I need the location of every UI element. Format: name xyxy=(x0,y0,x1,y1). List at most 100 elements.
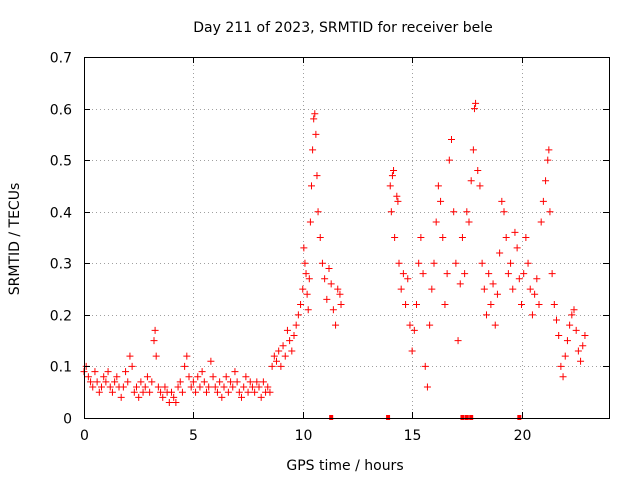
data-point xyxy=(410,326,418,334)
data-point xyxy=(325,264,333,272)
data-point xyxy=(394,197,402,205)
data-point xyxy=(318,259,326,267)
data-point xyxy=(111,378,119,386)
data-point xyxy=(176,378,184,386)
data-point xyxy=(448,136,455,144)
data-point xyxy=(393,192,401,200)
data-point xyxy=(321,275,329,283)
x-tick-labels: 0 5 10 15 20 xyxy=(80,428,531,444)
data-point xyxy=(218,393,226,401)
data-point xyxy=(154,383,162,391)
data-point xyxy=(148,378,156,386)
data-point xyxy=(98,383,105,391)
data-point xyxy=(458,234,466,241)
data-point xyxy=(251,388,259,396)
data-point xyxy=(209,373,217,381)
x-tick-label: 5 xyxy=(189,428,198,444)
chart-title: Day 211 of 2023, SRMTID for receiver bel… xyxy=(193,20,492,36)
data-point xyxy=(300,244,308,252)
y-tick-label: 0 xyxy=(63,412,72,428)
data-point xyxy=(139,388,147,396)
data-point xyxy=(211,383,219,391)
data-point xyxy=(205,383,213,391)
data-point xyxy=(568,311,576,319)
data-point xyxy=(143,373,151,381)
data-point xyxy=(181,362,189,370)
data-point xyxy=(302,270,310,278)
data-point xyxy=(443,270,451,278)
data-point xyxy=(128,362,136,370)
zero-marker xyxy=(517,415,522,420)
data-point xyxy=(213,388,221,396)
data-point xyxy=(292,321,300,329)
data-point xyxy=(472,99,480,107)
data-point xyxy=(308,182,315,190)
data-point xyxy=(124,378,132,386)
data-point xyxy=(305,275,313,283)
data-point xyxy=(253,378,261,386)
axis-ticks xyxy=(84,57,609,419)
data-point xyxy=(498,197,506,205)
data-point xyxy=(581,331,589,339)
data-point xyxy=(391,234,399,241)
data-point xyxy=(537,218,545,226)
data-point xyxy=(550,301,558,309)
data-point xyxy=(555,331,563,339)
data-point xyxy=(259,378,267,386)
data-point xyxy=(170,393,178,401)
data-point xyxy=(574,347,582,355)
data-point xyxy=(334,285,342,293)
data-point xyxy=(432,218,440,226)
data-point xyxy=(553,316,560,324)
data-point xyxy=(286,337,294,345)
data-point xyxy=(312,130,320,138)
data-point xyxy=(301,259,309,267)
data-point xyxy=(152,352,160,360)
data-point xyxy=(577,357,585,365)
data-point xyxy=(240,383,248,391)
data-point xyxy=(395,259,403,267)
data-point xyxy=(203,388,210,396)
data-point xyxy=(246,378,254,386)
data-point xyxy=(196,383,204,391)
data-point xyxy=(316,234,324,241)
data-point xyxy=(135,393,143,401)
data-point xyxy=(423,383,431,391)
data-point xyxy=(336,290,344,298)
data-point xyxy=(299,285,307,293)
data-point xyxy=(456,280,464,288)
data-point xyxy=(450,208,458,216)
y-tick-label: 0.7 xyxy=(50,51,72,67)
data-point xyxy=(408,347,416,355)
data-point xyxy=(146,388,154,396)
data-point xyxy=(483,311,490,319)
data-point xyxy=(387,208,395,216)
data-point xyxy=(533,275,541,283)
data-point xyxy=(257,393,265,401)
data-point xyxy=(200,378,208,386)
data-point xyxy=(524,259,532,267)
data-point xyxy=(507,259,515,267)
data-point xyxy=(428,285,436,293)
data-point xyxy=(561,352,569,360)
zero-marker xyxy=(464,415,469,420)
data-point xyxy=(542,177,550,185)
plot-frame xyxy=(84,57,610,419)
data-point xyxy=(337,301,345,309)
data-point xyxy=(313,172,321,180)
data-point xyxy=(229,383,237,391)
data-point xyxy=(452,259,460,267)
data-point xyxy=(437,197,445,205)
data-point xyxy=(290,331,298,339)
data-point xyxy=(137,378,145,386)
data-point xyxy=(559,373,567,381)
data-point xyxy=(461,270,469,278)
data-point xyxy=(539,197,547,205)
data-point xyxy=(283,326,291,334)
data-point xyxy=(297,301,305,309)
data-point xyxy=(133,383,140,391)
y-tick-label: 0.4 xyxy=(50,206,72,222)
data-point xyxy=(168,388,175,396)
data-point xyxy=(100,373,108,381)
